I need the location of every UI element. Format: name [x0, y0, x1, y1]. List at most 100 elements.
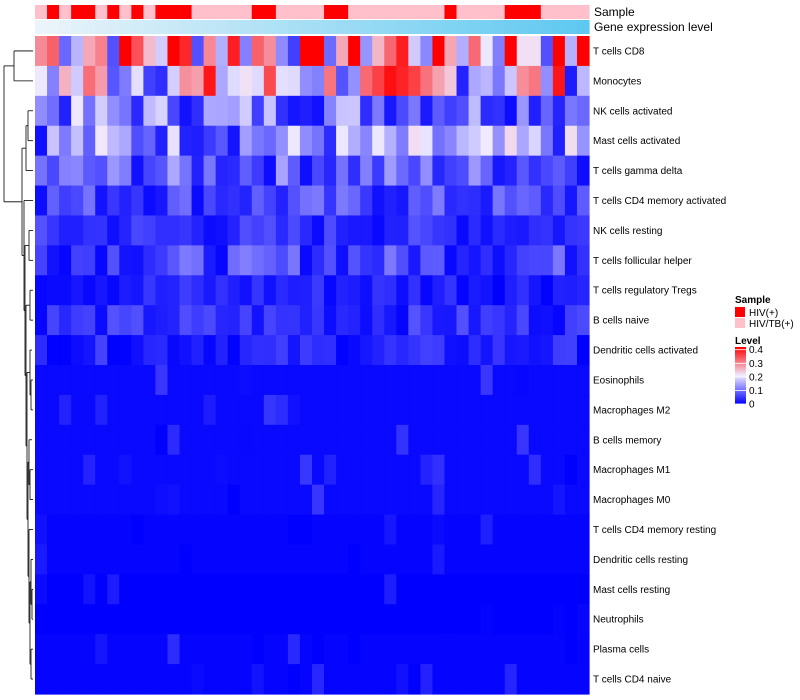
heatmap-cell — [35, 634, 48, 665]
row-label: Monocytes — [593, 76, 641, 87]
heatmap-cell — [131, 95, 144, 127]
heatmap-cell — [179, 275, 193, 306]
heatmap-cell — [71, 245, 84, 276]
heatmap-cell — [336, 604, 349, 635]
heatmap-cell — [95, 185, 108, 217]
heatmap-cell — [444, 245, 458, 276]
sample-anno-cell — [468, 5, 482, 19]
heatmap-cell — [299, 155, 313, 187]
heatmap-cell — [287, 275, 301, 306]
heatmap-cell — [35, 484, 48, 516]
heatmap-cell — [384, 604, 397, 635]
heatmap-cell — [239, 305, 253, 336]
heatmap-cell — [263, 275, 277, 306]
heatmap-cell — [131, 185, 144, 217]
heatmap-cell — [35, 335, 48, 366]
heatmap-cell — [456, 604, 470, 635]
heatmap-cell — [119, 574, 132, 605]
heatmap-cell — [456, 544, 470, 575]
heatmap-cell — [263, 305, 277, 336]
heatmap-cell — [191, 484, 205, 516]
heatmap-cell — [408, 394, 421, 426]
expression-anno-cell — [263, 20, 277, 34]
heatmap-cell — [468, 215, 482, 246]
heatmap-cell — [540, 365, 554, 396]
heatmap-cell — [528, 484, 542, 516]
sample-anno-cell — [324, 5, 337, 19]
heatmap-cell — [71, 215, 84, 246]
heatmap-cell — [456, 36, 470, 67]
heatmap-cell — [203, 394, 217, 426]
heatmap-cell — [47, 424, 60, 456]
heatmap-cell — [516, 95, 530, 127]
heatmap-cell — [83, 514, 96, 546]
heatmap-cell — [444, 65, 458, 97]
heatmap-cell — [396, 215, 409, 246]
heatmap-cell — [131, 36, 144, 67]
heatmap-cell — [312, 574, 325, 605]
heatmap-cell — [504, 424, 518, 456]
heatmap-cell — [95, 574, 108, 605]
expression-anno-cell — [408, 20, 421, 34]
heatmap-cell — [408, 335, 421, 366]
heatmap-cell — [516, 424, 530, 456]
heatmap-cell — [251, 574, 265, 605]
heatmap-cell — [155, 36, 169, 67]
heatmap-cell — [396, 155, 409, 187]
heatmap-cell — [107, 454, 120, 486]
heatmap-cell — [408, 574, 421, 605]
heatmap-cell — [287, 454, 301, 486]
heatmap-cell — [324, 664, 337, 695]
heatmap-cell — [324, 484, 337, 516]
heatmap-cell — [384, 155, 397, 187]
heatmap-cell — [468, 454, 482, 486]
heatmap-cell — [384, 305, 397, 336]
sample-anno-cell — [336, 5, 349, 19]
heatmap-cell — [552, 95, 566, 127]
heatmap-cell — [287, 95, 301, 127]
heatmap-cell — [504, 365, 518, 396]
heatmap-cell — [408, 185, 421, 217]
heatmap-cell — [372, 155, 385, 187]
heatmap-cell — [360, 394, 373, 426]
expression-anno-cell — [299, 20, 313, 34]
heatmap-cell — [444, 215, 458, 246]
heatmap-cell — [95, 95, 108, 127]
heatmap-cell — [299, 604, 313, 635]
heatmap-cell — [215, 215, 229, 246]
heatmap-cell — [444, 36, 458, 67]
heatmap-cell — [47, 544, 60, 575]
heatmap-cell — [372, 95, 385, 127]
heatmap-cell — [275, 245, 289, 276]
sample-anno-cell — [71, 5, 84, 19]
sample-anno-cell — [372, 5, 385, 19]
heatmap-cell — [287, 125, 301, 157]
heatmap-cell — [179, 454, 193, 486]
expression-anno-cell — [227, 20, 241, 34]
heatmap-cell — [35, 664, 48, 695]
heatmap-cell — [372, 305, 385, 336]
sample-anno-cell — [251, 5, 265, 19]
heatmap-cell — [47, 275, 60, 306]
heatmap-cell — [564, 424, 578, 456]
heatmap-cell — [107, 305, 120, 336]
heatmap-cell — [239, 65, 253, 97]
heatmap-cell — [155, 484, 169, 516]
expression-annotation-bar — [35, 20, 590, 34]
heatmap-cell — [504, 125, 518, 157]
heatmap-cell — [504, 36, 518, 67]
heatmap-cell — [47, 634, 60, 665]
heatmap-cell — [179, 335, 193, 366]
heatmap-cell — [468, 424, 482, 456]
heatmap-cell — [299, 514, 313, 546]
heatmap-cell — [420, 634, 434, 665]
heatmap-cell — [540, 634, 554, 665]
heatmap-cell — [83, 394, 96, 426]
heatmap-cell — [215, 664, 229, 695]
heatmap-cell — [155, 335, 169, 366]
heatmap-cell — [263, 245, 277, 276]
heatmap-cell — [432, 484, 446, 516]
heatmap-cell — [179, 544, 193, 575]
heatmap-cell — [299, 335, 313, 366]
heatmap-cell — [263, 185, 277, 217]
